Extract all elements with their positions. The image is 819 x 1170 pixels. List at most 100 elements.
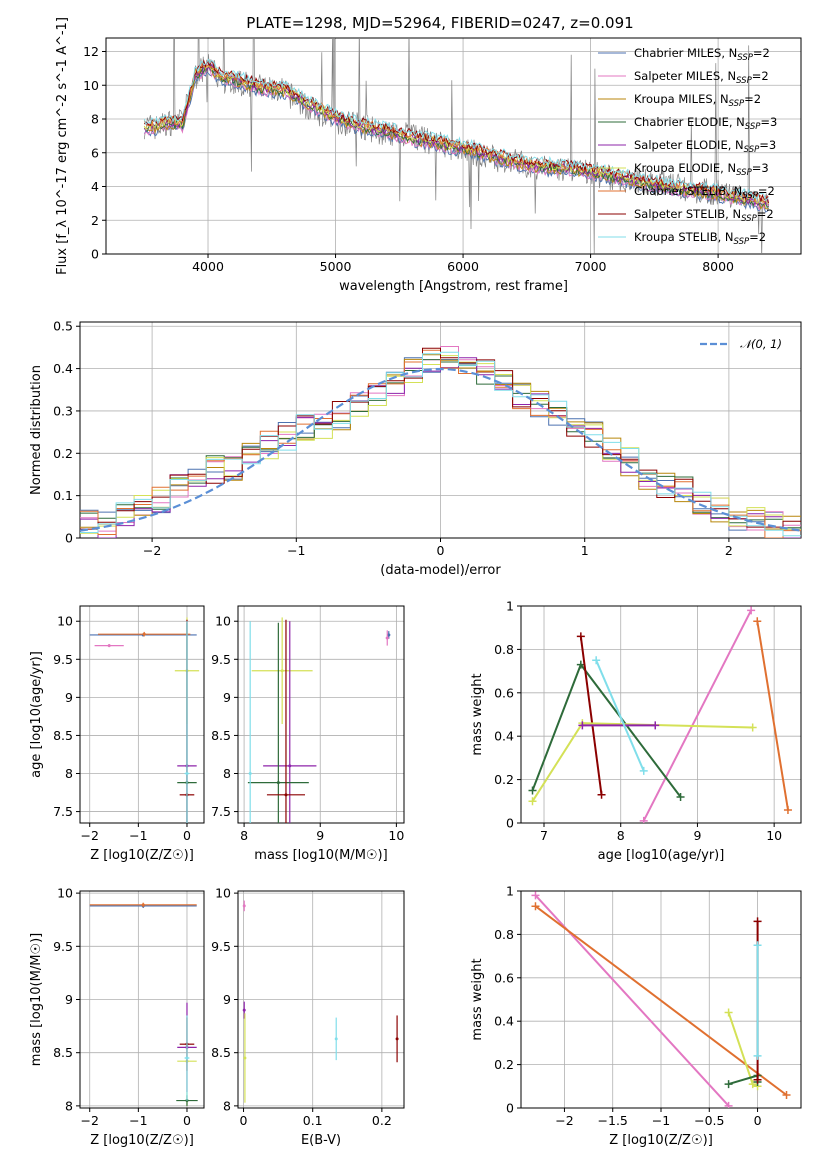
mass-weight-marker [639,766,648,775]
data-point [288,764,292,768]
mass-weight-marker [576,632,585,641]
mass-weight-line [531,722,753,802]
y-tick-label: 10 [57,886,73,901]
mass-vs-ebv-axes: 0 0.1 0.2 8 8.5 9 9.5 10 E(B-V) [211,886,405,1148]
observed-spectrum [143,38,769,254]
legend-entry: Kroupa MILES, NSSP=2 [634,92,761,109]
x-tick-label: −1 [652,1113,670,1128]
y-tick-label: 0.4 [494,729,514,744]
data-point [185,1056,189,1060]
y-tick-label: 0.8 [494,642,514,657]
weight-vs-z-plot [531,891,791,1108]
mass-weight-line [642,609,752,822]
legend-entry: Salpeter ELODIE, NSSP=3 [634,138,776,155]
histogram-plot [80,346,801,538]
mass-weight-marker [531,891,540,900]
mass-weight-marker [748,1080,757,1089]
x-tick-label: −1 [129,828,147,843]
x-axis-label: (data-model)/error [380,563,501,578]
gaussian-legend-label: 𝒩(0, 1) [740,337,782,351]
mass-weight-marker [578,721,587,730]
axes-frame [79,605,205,824]
y-tick-label: 9.5 [211,939,231,954]
y-tick-label: 9.5 [211,652,231,667]
x-axis-label: Z [log10(Z/Z☉)] [90,1133,194,1148]
y-tick-label: 8.5 [211,728,231,743]
mass-weight-line [756,621,789,811]
axes-frame [79,321,802,539]
data-point [242,1008,246,1012]
model-spectrum-8 [143,58,769,202]
y-tick-label: 9 [223,992,231,1007]
y-axis-label: Normed distribution [29,365,44,495]
x-tick-label: 2 [725,543,733,558]
mass-weight-marker [724,1101,733,1108]
mass-weight-marker [531,902,540,911]
y-tick-label: 1 [506,884,514,899]
x-tick-label: 0.1 [303,1113,323,1128]
y-tick-label: 0.3 [53,403,73,418]
y-tick-label: 0.2 [53,446,73,461]
legend-entry: Kroupa STELIB, NSSP=2 [634,230,766,247]
y-tick-label: 0 [65,531,73,546]
mass-weight-marker [753,617,762,626]
x-tick-label: −2 [81,828,99,843]
data-point [141,903,145,907]
mass-weight-line [534,905,788,1096]
age-vs-mass-plot [247,617,391,823]
y-tick-label: 9 [223,690,231,705]
y-tick-label: 0.5 [53,319,73,334]
data-point [142,632,146,636]
x-tick-label: 5000 [320,259,352,274]
x-tick-label: 6000 [447,259,479,274]
y-tick-label: 0.1 [53,488,73,503]
y-tick-label: 0 [506,816,514,831]
mass-vs-z-plot [89,902,198,1106]
y-tick-label: 8 [223,1098,231,1113]
x-axis-label: age [log10(age/yr)] [598,848,725,863]
y-tick-label: 0.6 [494,685,514,700]
y-tick-label: 8 [65,766,73,781]
legend-entry: Salpeter MILES, NSSP=2 [634,69,769,86]
mass-weight-marker [528,786,537,795]
y-tick-label: 12 [83,44,99,59]
x-tick-label: 4000 [192,259,224,274]
legend-entry: Chabrier ELODIE, NSSP=3 [634,115,777,132]
y-tick-label: 0.8 [494,927,514,942]
legend-entry: Chabrier STELIB, NSSP=2 [634,184,775,201]
legend-entry: Salpeter STELIB, NSSP=2 [634,207,774,224]
x-tick-label: −2 [81,1113,99,1128]
mass-vs-z-axes: −2 −1 0 8 8.5 9 9.5 10 Z [log10(Z/Z☉)] mass [log1… [29,886,205,1148]
y-axis-label: mass weight [470,958,485,1040]
weight-vs-age-plot [528,606,792,823]
axes-frame [105,37,802,255]
mass-vs-ebv-plot [242,900,399,1103]
x-tick-label: 8000 [702,259,734,274]
axes-frame [79,890,205,1109]
mass-weight-marker [783,805,792,814]
mass-weight-line [595,659,645,772]
spectrum-plot [143,38,770,254]
mass-weight-marker [597,790,606,799]
y-axis-label: mass weight [470,673,485,755]
axes-frame [520,890,802,1109]
y-tick-label: 0 [506,1101,514,1116]
y-tick-label: 10 [215,886,231,901]
y-axis-label: age [log10(age/yr)] [29,651,44,778]
x-axis-label: mass [log10(M/M☉)] [254,848,387,863]
x-tick-label: 0 [183,828,191,843]
y-tick-label: 8.5 [53,1045,73,1060]
y-tick-label: 0.2 [494,1057,514,1072]
histogram-series-8 [80,351,801,537]
y-tick-label: 8 [223,766,231,781]
x-tick-label: 8 [617,828,625,843]
y-tick-label: 8.5 [211,1045,231,1060]
data-point [243,1056,247,1060]
y-tick-label: 10 [57,614,73,629]
y-tick-label: 6 [91,145,99,160]
mass-weight-marker [753,1075,762,1084]
x-tick-label: −0.5 [694,1113,724,1128]
y-tick-label: 9.5 [53,652,73,667]
x-tick-label: 7 [540,828,548,843]
mass-weight-marker [639,816,648,823]
